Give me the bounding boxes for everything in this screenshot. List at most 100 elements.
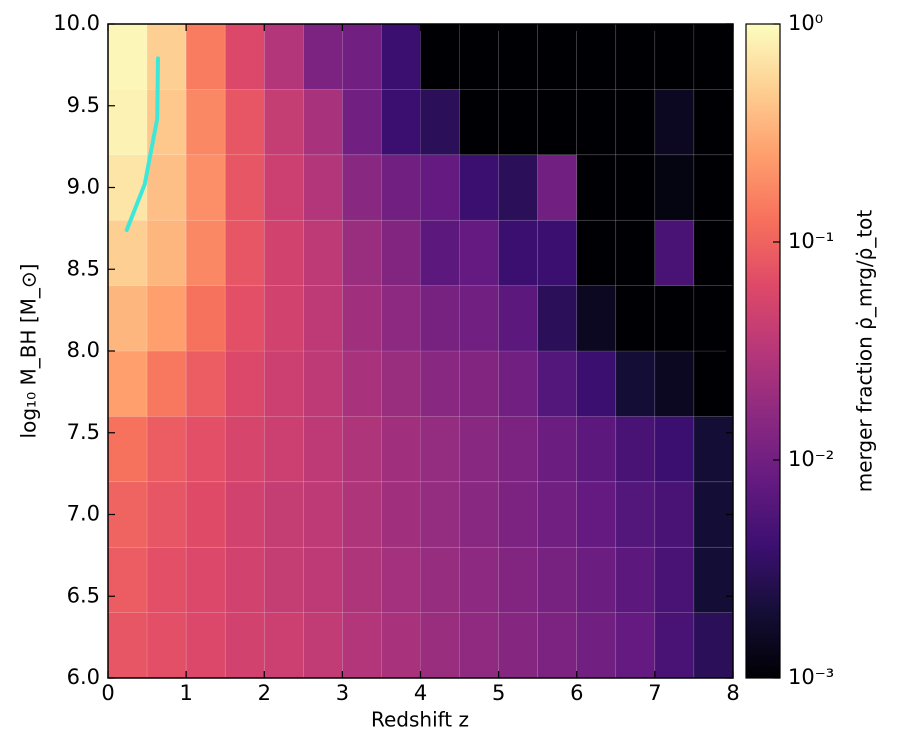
heatmap-cell <box>146 546 187 613</box>
heatmap-cell <box>263 416 304 483</box>
heatmap-cell <box>303 23 343 90</box>
heatmap-cell <box>459 350 499 417</box>
heatmap-cell <box>303 350 343 417</box>
heatmap-cell <box>263 350 304 417</box>
y-axis-label: log₁₀ M_BH [M_⊙] <box>17 264 41 439</box>
colorbar-tick-label: 10⁻² <box>788 447 834 471</box>
heatmap-cell <box>146 154 187 221</box>
heatmap-cell <box>420 89 460 156</box>
heatmap-cell <box>381 23 421 90</box>
heatmap-cell <box>459 154 499 221</box>
heatmap-cell <box>576 481 617 548</box>
heatmap-cell <box>342 285 382 352</box>
heatmap-cell <box>693 416 734 483</box>
heatmap-cell <box>381 219 421 286</box>
heatmap-cell <box>263 89 304 156</box>
heatmap-cell <box>537 546 578 613</box>
heatmap-cell <box>224 350 265 417</box>
heatmap-cell <box>107 612 148 679</box>
x-axis-label: Redshift z <box>371 708 469 732</box>
heatmap-cell <box>537 154 578 221</box>
heatmap-cell <box>381 350 421 417</box>
heatmap-cell <box>224 219 265 286</box>
heatmap-cell <box>576 285 617 352</box>
heatmap-cell <box>654 612 695 679</box>
heatmap-cell <box>342 546 382 613</box>
x-tick-label: 4 <box>414 681 427 705</box>
heatmap-cell <box>537 285 578 352</box>
heatmap-cell <box>420 546 460 613</box>
heatmap-cell <box>146 350 187 417</box>
heatmap-cell <box>185 89 226 156</box>
heatmap-cell <box>420 154 460 221</box>
heatmap-cell <box>459 416 499 483</box>
heatmap-cell <box>107 89 148 156</box>
heatmap-cell <box>342 23 382 90</box>
heatmap-cell <box>498 416 538 483</box>
heatmap-cell <box>224 612 265 679</box>
heatmap-cell <box>146 285 187 352</box>
y-tick-label: 7.0 <box>67 502 100 526</box>
heatmap-cell <box>537 416 578 483</box>
heatmap-cell <box>420 350 460 417</box>
heatmap-cell <box>263 546 304 613</box>
heatmap-cell <box>615 285 656 352</box>
heatmap-cell <box>381 89 421 156</box>
heatmap-cell <box>342 481 382 548</box>
heatmap-cell <box>303 219 343 286</box>
x-tick-label: 8 <box>726 681 739 705</box>
heatmap-cell <box>420 612 460 679</box>
heatmap-cell <box>420 285 460 352</box>
x-tick-label: 5 <box>492 681 505 705</box>
heatmap-cell <box>107 416 148 483</box>
heatmap-cell <box>107 546 148 613</box>
heatmap-cell <box>303 612 343 679</box>
heatmap-cell <box>693 219 734 286</box>
heatmap-cell <box>654 154 695 221</box>
heatmap-cell <box>420 481 460 548</box>
colorbar-tick-label: 10⁻³ <box>788 665 834 689</box>
heatmap-cell <box>185 219 226 286</box>
heatmap-cell <box>537 612 578 679</box>
heatmap-cell <box>615 350 656 417</box>
x-tick-label: 1 <box>179 681 192 705</box>
heatmap-cell <box>576 416 617 483</box>
heatmap-cell <box>537 219 578 286</box>
heatmap-cell <box>693 350 734 417</box>
heatmap-cell <box>615 154 656 221</box>
heatmap-cell <box>381 416 421 483</box>
heatmap-cell <box>185 612 226 679</box>
heatmap-cell <box>498 612 538 679</box>
x-tick-label: 0 <box>101 681 114 705</box>
heatmap-cell <box>654 219 695 286</box>
heatmap-cell <box>615 546 656 613</box>
heatmap-cell <box>537 23 578 90</box>
heatmap-cell <box>107 350 148 417</box>
heatmap-cell <box>107 23 148 90</box>
heatmap-cell <box>576 612 617 679</box>
colorbar-tick-label: 10⁰ <box>788 11 823 35</box>
heatmap-cell <box>381 546 421 613</box>
heatmap-cell <box>537 350 578 417</box>
heatmap-cell <box>224 416 265 483</box>
heatmap-cell <box>576 89 617 156</box>
heatmap-cell <box>185 285 226 352</box>
heatmap-cell <box>654 416 695 483</box>
y-tick-label: 8.5 <box>67 256 100 280</box>
heatmap-cell <box>263 285 304 352</box>
heatmap-cell <box>224 23 265 90</box>
heatmap-cell <box>459 612 499 679</box>
y-tick-label: 9.0 <box>67 175 100 199</box>
heatmap-cell <box>693 23 734 90</box>
heatmap-cell <box>459 285 499 352</box>
heatmap-cell <box>224 89 265 156</box>
heatmap-cell <box>224 546 265 613</box>
heatmap-cell <box>576 23 617 90</box>
x-tick-label: 2 <box>258 681 271 705</box>
x-tick-label: 7 <box>648 681 661 705</box>
y-tick-label: 9.5 <box>67 93 100 117</box>
heatmap-cell <box>576 546 617 613</box>
heatmap-cell <box>693 89 734 156</box>
heatmap-cell <box>342 612 382 679</box>
